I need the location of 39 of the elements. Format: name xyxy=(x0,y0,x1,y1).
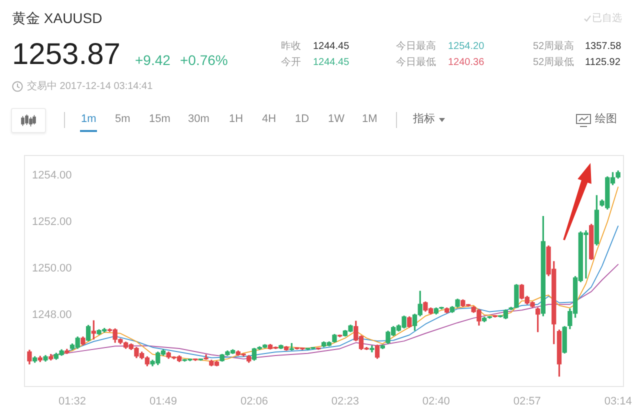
text: 52周最低 xyxy=(533,57,574,69)
text: 15m xyxy=(149,113,170,127)
text: 交易中 2017-12-14 03:14:41 xyxy=(27,81,153,93)
text: 1W xyxy=(328,113,344,127)
text: 1244.45 xyxy=(313,41,350,53)
y-tick-label: 1248.00 xyxy=(32,308,72,321)
chart-title: 黄金 XAUUSD xyxy=(12,10,102,26)
y-tick-label: 1252.00 xyxy=(32,216,72,228)
text: 1M xyxy=(362,113,378,127)
text: 4H xyxy=(262,113,276,127)
text: 30m xyxy=(188,113,210,127)
chart-subtitle: 1253.87 xyxy=(12,37,120,73)
x-tick-label: 02:06 xyxy=(240,395,268,408)
text: 1m xyxy=(81,113,96,127)
text: 昨收 xyxy=(281,41,301,53)
y-tick-label: 1254.00 xyxy=(32,170,72,182)
text: 5m xyxy=(115,113,130,127)
x-tick-label: 02:23 xyxy=(331,395,359,408)
text: 1254.20 xyxy=(448,41,484,53)
text: 1H xyxy=(229,113,244,127)
text: 今日最高 xyxy=(396,41,436,53)
text: 1244.45 xyxy=(313,57,350,69)
x-tick-label: 02:57 xyxy=(513,395,541,408)
text: 今开 xyxy=(281,57,301,69)
x-tick-label: 03:14 xyxy=(604,395,632,408)
text: +9.42 xyxy=(135,52,170,68)
text: 今日最低 xyxy=(396,57,436,69)
x-tick-label: 02:40 xyxy=(422,395,450,408)
text: 1125.92 xyxy=(585,57,620,69)
text: 绘图 xyxy=(595,113,617,127)
text: 指标 xyxy=(413,113,435,127)
text: 1240.36 xyxy=(448,57,484,69)
text: 52周最高 xyxy=(533,41,574,53)
text: 1D xyxy=(295,113,310,127)
y-tick-label: 1250.00 xyxy=(32,262,72,274)
x-tick-label: 01:32 xyxy=(58,395,86,408)
x-tick-label: 01:49 xyxy=(149,395,178,408)
text: +0.76% xyxy=(180,52,228,68)
text: 1357.58 xyxy=(585,41,622,53)
